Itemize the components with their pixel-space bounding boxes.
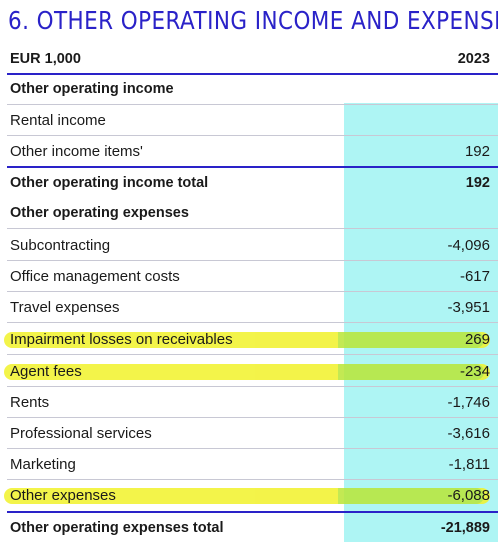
table-row: Travel expenses -3,951	[7, 292, 498, 323]
table-row: Other expenses -6,088	[7, 480, 498, 511]
row-value: 192	[464, 143, 490, 160]
highlighter-mark	[4, 332, 490, 348]
financial-table: EUR 1,000 2023 Other operating income Re…	[0, 44, 498, 542]
row-label: Rents	[10, 393, 50, 411]
row-label: Subcontracting	[10, 236, 111, 254]
row-value: -1,811	[448, 455, 490, 473]
row-label: Professional services	[10, 424, 152, 442]
row-value: -6,088	[447, 487, 490, 504]
table-row: Impairment losses on receivables 269	[7, 324, 498, 355]
row-label: Other expenses	[10, 487, 116, 504]
highlighter-mark	[4, 488, 490, 504]
row-label: Travel expenses	[10, 298, 120, 316]
table-row: Professional services -3,616	[7, 418, 498, 449]
table-header-row: EUR 1,000 2023	[7, 44, 498, 75]
table-row: Subcontracting -4,096	[7, 230, 498, 261]
row-value: -234	[459, 362, 490, 380]
table-row: Marketing -1,811	[7, 449, 498, 480]
row-label: Rental income	[10, 111, 106, 129]
row-label: Other income items'	[10, 143, 143, 160]
table-row: Office management costs -617	[7, 261, 498, 292]
row-value: -3,616	[447, 424, 490, 442]
expenses-total-row: Other operating expenses total -21,889	[7, 511, 498, 542]
row-label: Agent fees	[10, 362, 82, 380]
section-heading-income: Other operating income	[7, 74, 498, 105]
table-row: Other income items' 192	[7, 136, 498, 167]
table-row: Agent fees -234	[7, 356, 498, 387]
row-label: Marketing	[10, 455, 76, 473]
row-value: -4,096	[447, 236, 490, 254]
row-value: 269	[464, 330, 490, 348]
table-row: Rents -1,746	[7, 387, 498, 418]
table-row: Rental income	[7, 105, 498, 136]
row-value: -617	[459, 267, 490, 285]
income-total-row: Other operating income total 192	[7, 166, 498, 197]
row-label: Impairment losses on receivables	[10, 330, 233, 348]
year-label: 2023	[457, 50, 490, 67]
unit-label: EUR 1,000	[10, 50, 81, 67]
page-title: 6. OTHER OPERATING INCOME AND EXPENSES	[8, 6, 498, 35]
row-value: -3,951	[447, 298, 490, 316]
section-heading-expenses: Other operating expenses	[7, 198, 498, 229]
row-label: Office management costs	[10, 267, 180, 285]
row-value: -1,746	[447, 393, 490, 411]
highlighter-mark	[4, 364, 490, 380]
